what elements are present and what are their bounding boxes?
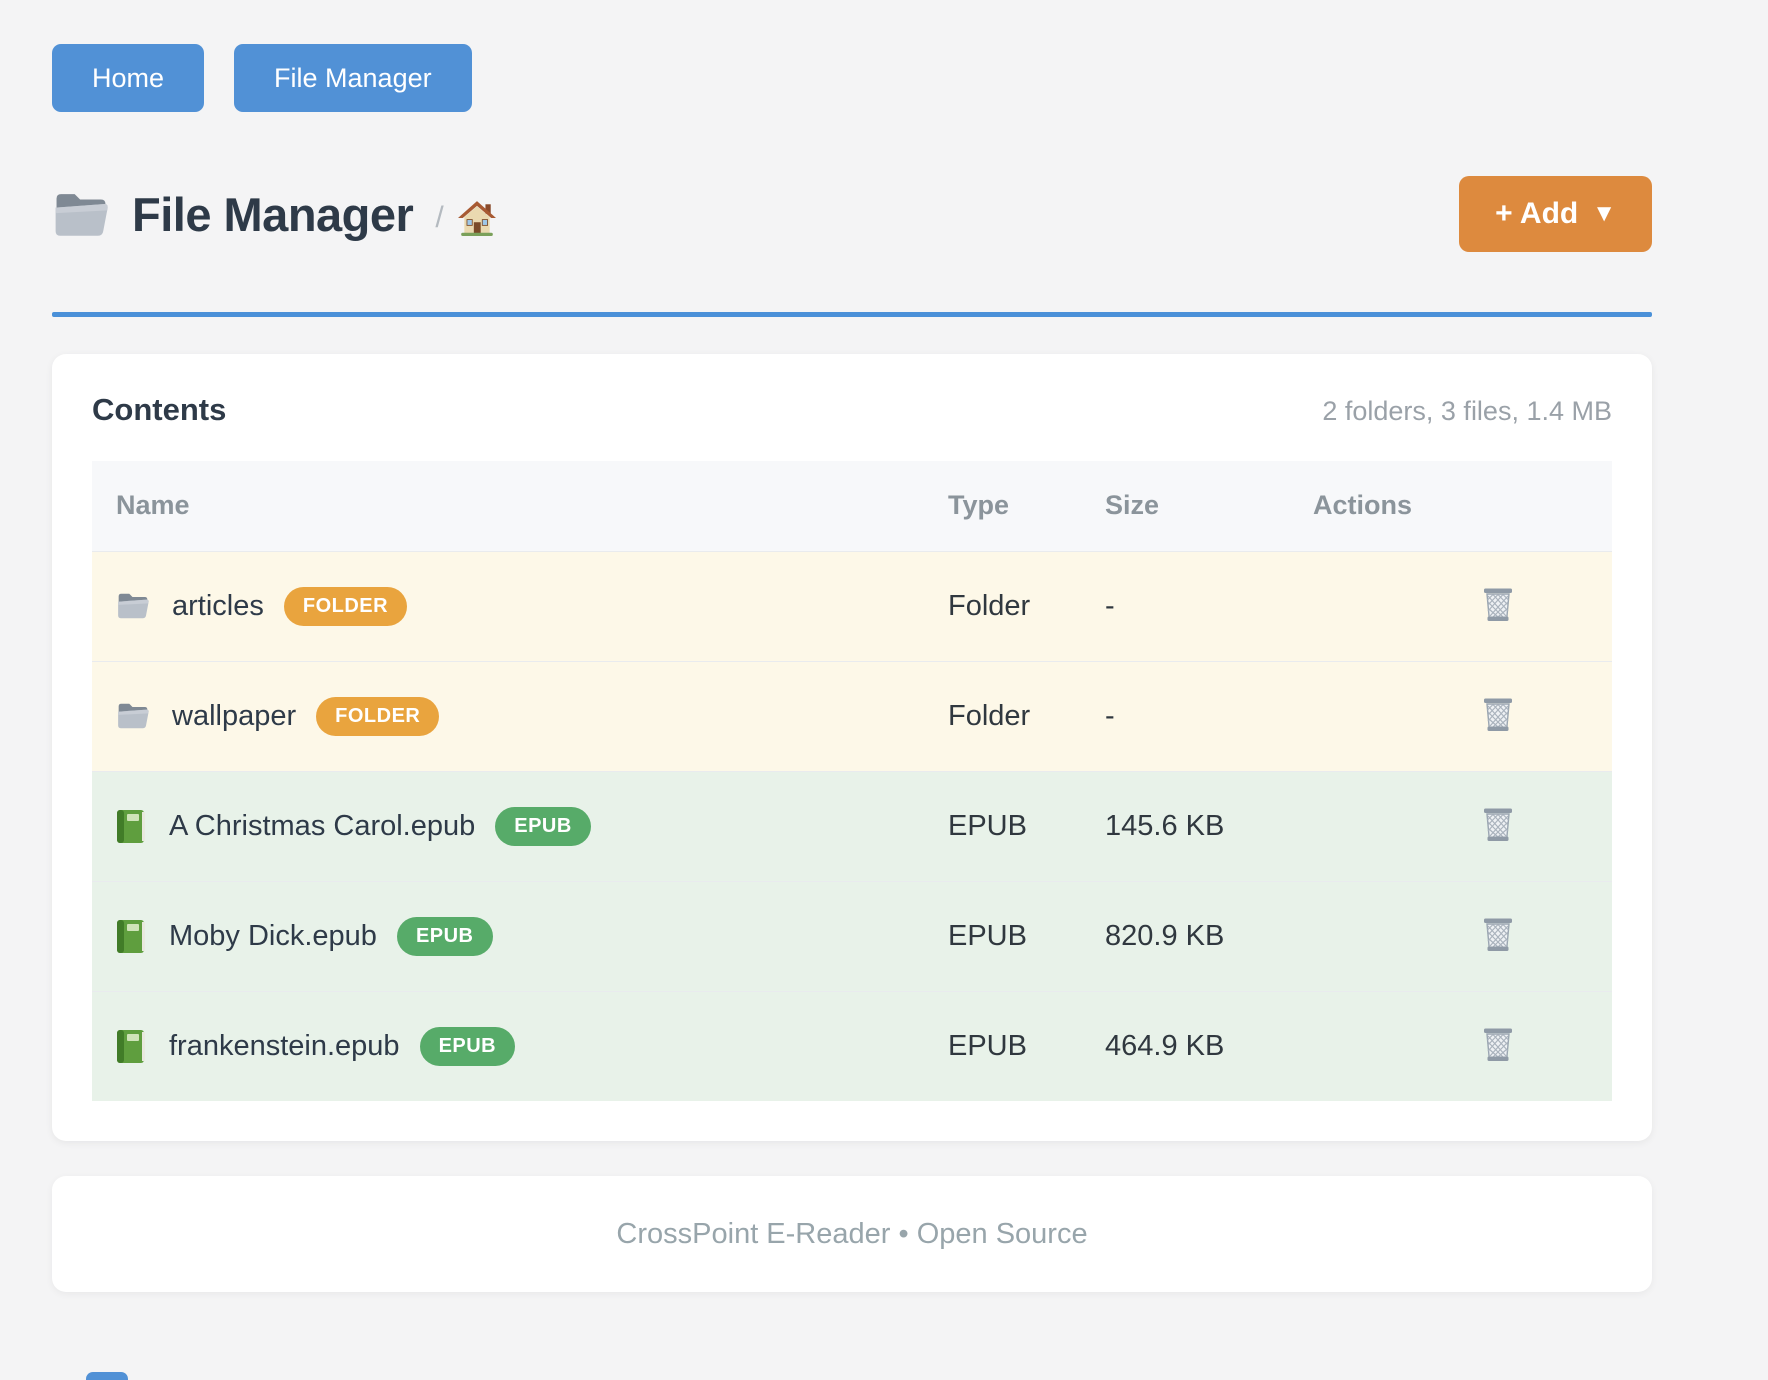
trash-icon: [1482, 917, 1513, 952]
nav-file-manager-button[interactable]: File Manager: [234, 44, 472, 112]
file-name: A Christmas Carol.epub: [169, 809, 476, 842]
delete-button[interactable]: [1477, 802, 1519, 847]
file-name: frankenstein.epub: [169, 1029, 400, 1062]
file-size: 145.6 KB: [1105, 809, 1225, 842]
type-badge: EPUB: [396, 916, 493, 956]
table-row[interactable]: wallpaper FOLDER Folder -: [92, 661, 1612, 771]
file-name: Moby Dick.epub: [169, 919, 377, 952]
file-name: wallpaper: [172, 699, 297, 732]
green-book-icon: [117, 809, 145, 843]
type-badge: FOLDER: [316, 696, 440, 736]
table-row[interactable]: Moby Dick.epub EPUB EPUB 820.9 KB: [92, 881, 1612, 991]
title-group: File Manager /: [52, 187, 496, 242]
file-size: -: [1105, 589, 1115, 622]
top-nav: Home File Manager: [52, 0, 1768, 112]
type-badge: FOLDER: [283, 586, 408, 626]
type-badge: EPUB: [419, 1026, 516, 1066]
breadcrumb-separator: /: [435, 201, 444, 234]
delete-button[interactable]: [1477, 582, 1519, 627]
file-name: articles: [172, 589, 264, 622]
delete-button[interactable]: [1477, 912, 1519, 957]
page-title: File Manager: [132, 187, 414, 241]
table-row[interactable]: articles FOLDER Folder -: [92, 551, 1612, 661]
table-row[interactable]: A Christmas Carol.epub EPUB EPUB 145.6 K…: [92, 771, 1612, 881]
file-table-body: articles FOLDER Folder - wallpaper: [92, 551, 1612, 1101]
type-badge: EPUB: [495, 806, 591, 846]
column-header-name: Name: [116, 490, 190, 521]
delete-button[interactable]: [1477, 1022, 1519, 1067]
add-button-label: + Add: [1495, 197, 1579, 230]
column-header-type: Type: [948, 490, 1010, 521]
add-button[interactable]: + Add ▼: [1459, 176, 1652, 252]
trash-icon: [1482, 697, 1513, 732]
nav-home-button[interactable]: Home: [52, 44, 205, 112]
file-type: EPUB: [948, 919, 1027, 952]
contents-heading: Contents: [92, 392, 227, 427]
folder-icon: [55, 194, 108, 236]
green-book-icon: [117, 919, 145, 953]
page-header: File Manager / + Add ▼: [52, 176, 1652, 252]
file-table: Name Type Size Actions articles FOLDER F…: [92, 461, 1612, 1101]
trash-icon: [1482, 807, 1513, 842]
folder-icon: [118, 703, 149, 728]
trash-icon: [1482, 587, 1513, 622]
column-header-actions: Actions: [1313, 490, 1413, 521]
footer-text: CrossPoint E-Reader • Open Source: [616, 1217, 1088, 1250]
file-size: -: [1105, 699, 1115, 732]
header-divider: [52, 312, 1652, 317]
table-row[interactable]: frankenstein.epub EPUB EPUB 464.9 KB: [92, 991, 1612, 1101]
contents-summary: 2 folders, 3 files, 1.4 MB: [1322, 396, 1612, 426]
contents-card-header: Contents 2 folders, 3 files, 1.4 MB: [92, 392, 1612, 436]
file-size: 820.9 KB: [1105, 919, 1225, 952]
file-type: EPUB: [948, 809, 1027, 842]
footer: CrossPoint E-Reader • Open Source: [52, 1176, 1652, 1292]
green-book-icon: [117, 1029, 145, 1063]
file-table-header: Name Type Size Actions: [92, 461, 1612, 551]
partially-visible-button[interactable]: [86, 1372, 128, 1380]
file-size: 464.9 KB: [1105, 1029, 1225, 1062]
column-header-size: Size: [1105, 490, 1160, 521]
chevron-down-icon: ▼: [1592, 200, 1616, 227]
contents-card: Contents 2 folders, 3 files, 1.4 MB Name…: [52, 354, 1652, 1141]
file-type: Folder: [948, 699, 1031, 732]
file-type: EPUB: [948, 1029, 1027, 1062]
trash-icon: [1482, 1027, 1513, 1062]
folder-icon: [118, 593, 149, 618]
home-icon[interactable]: [457, 200, 496, 236]
file-type: Folder: [948, 589, 1031, 622]
delete-button[interactable]: [1477, 692, 1519, 737]
